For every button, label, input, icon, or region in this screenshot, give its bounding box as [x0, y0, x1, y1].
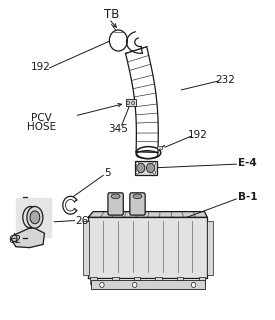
Ellipse shape	[30, 211, 40, 224]
Bar	[90, 276, 97, 284]
Circle shape	[100, 282, 104, 287]
Polygon shape	[88, 217, 207, 278]
Circle shape	[131, 101, 135, 105]
FancyBboxPatch shape	[108, 193, 123, 215]
Ellipse shape	[111, 194, 120, 199]
Circle shape	[133, 282, 137, 287]
Text: E-4: E-4	[238, 158, 257, 168]
Text: 5: 5	[104, 168, 111, 178]
Bar	[83, 220, 89, 275]
Text: HOSE: HOSE	[27, 122, 56, 132]
FancyBboxPatch shape	[130, 193, 145, 215]
Bar	[126, 99, 136, 107]
Text: 62: 62	[8, 235, 21, 245]
Bar	[155, 276, 162, 284]
Text: PCV: PCV	[31, 113, 52, 123]
Circle shape	[191, 282, 196, 287]
Circle shape	[126, 101, 130, 105]
Bar	[135, 161, 157, 175]
Circle shape	[137, 163, 145, 173]
Circle shape	[136, 171, 139, 174]
Text: 192: 192	[188, 131, 208, 140]
Bar	[134, 276, 140, 284]
Bar	[91, 280, 205, 289]
Text: 26: 26	[76, 216, 89, 226]
Text: B-1: B-1	[238, 192, 258, 202]
Bar	[207, 220, 213, 275]
Text: TB: TB	[104, 8, 120, 20]
Ellipse shape	[27, 206, 43, 228]
Circle shape	[153, 171, 156, 174]
Polygon shape	[16, 197, 51, 237]
Circle shape	[12, 235, 17, 242]
Bar	[112, 276, 119, 284]
Polygon shape	[12, 227, 45, 248]
Circle shape	[153, 162, 156, 165]
Bar	[199, 276, 205, 284]
Polygon shape	[88, 212, 207, 217]
Bar	[177, 276, 183, 284]
Text: 345: 345	[108, 124, 128, 134]
Ellipse shape	[133, 194, 142, 199]
Circle shape	[136, 162, 139, 165]
Text: 192: 192	[31, 62, 51, 72]
Bar	[157, 146, 162, 149]
Circle shape	[147, 163, 155, 173]
Text: 232: 232	[216, 75, 236, 85]
